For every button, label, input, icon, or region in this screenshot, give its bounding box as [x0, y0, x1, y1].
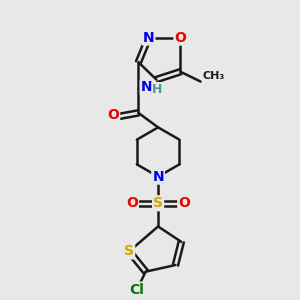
Text: H: H [152, 82, 162, 96]
Text: CH₃: CH₃ [202, 71, 224, 81]
Text: O: O [175, 31, 186, 44]
Text: N: N [152, 169, 164, 184]
Text: S: S [124, 244, 134, 258]
Text: N: N [141, 80, 152, 94]
Text: O: O [178, 196, 190, 210]
Text: Cl: Cl [130, 283, 144, 297]
Text: O: O [107, 108, 119, 122]
Text: S: S [153, 196, 163, 210]
Text: N: N [143, 31, 154, 44]
Text: O: O [126, 196, 138, 210]
